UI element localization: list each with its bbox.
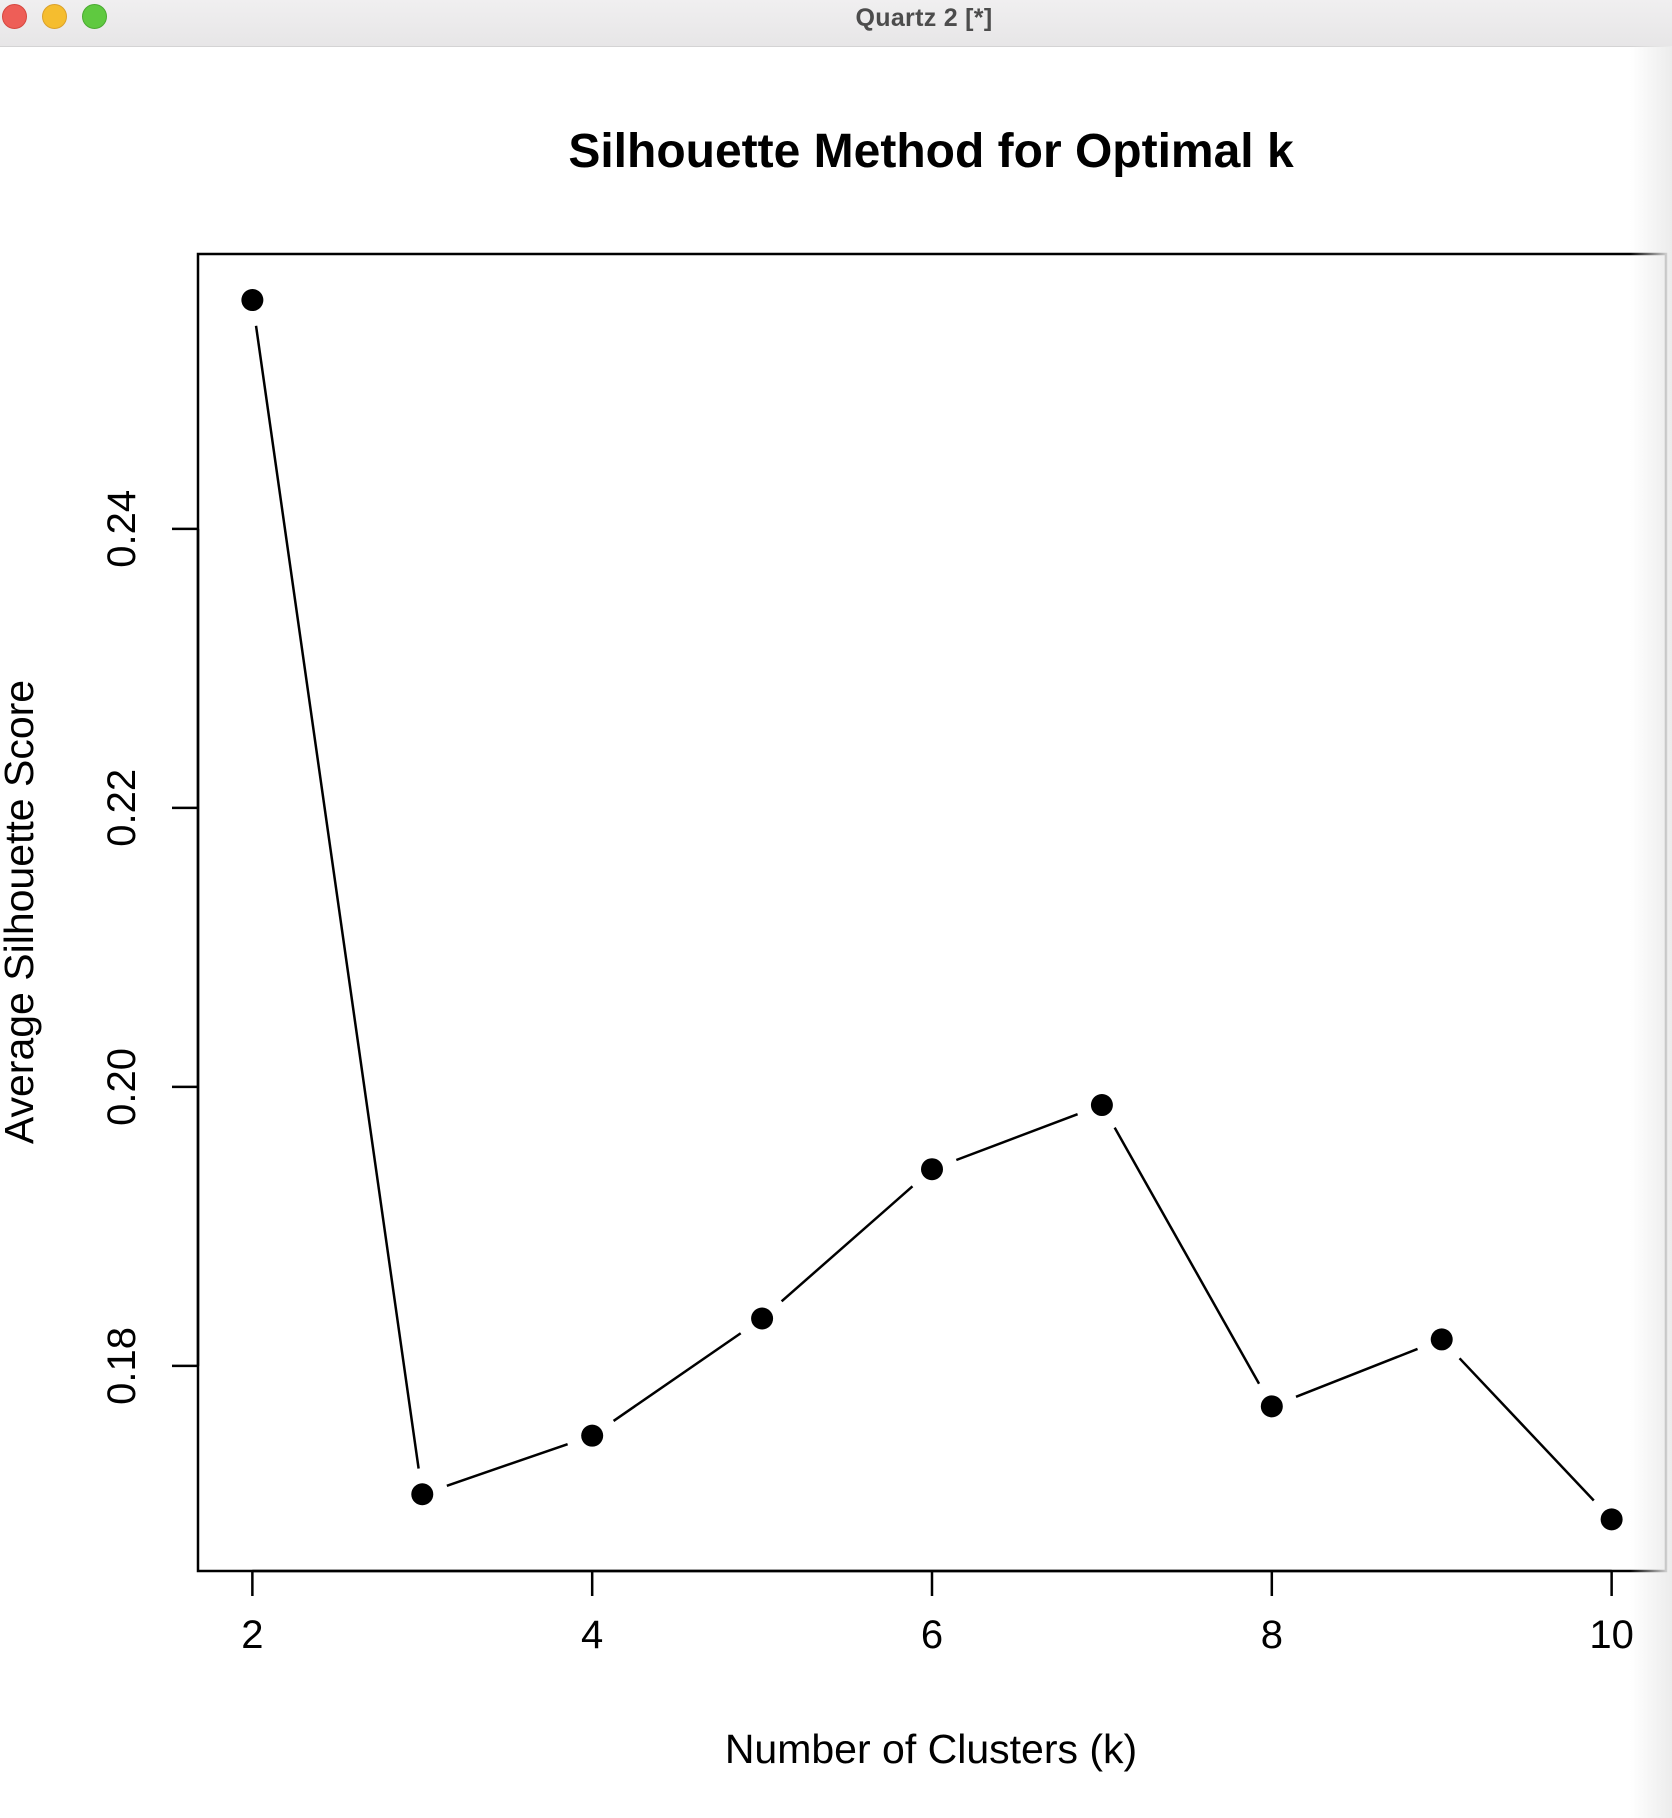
data-point	[1600, 1508, 1623, 1531]
data-point	[751, 1307, 774, 1330]
y-tick-label: 0.18	[100, 1327, 144, 1405]
window-titlebar[interactable]: Quartz 2 [*]	[0, 0, 1672, 47]
zoom-button[interactable]	[82, 4, 107, 29]
series-segment	[612, 1332, 742, 1422]
chart-title: Silhouette Method for Optimal k	[568, 125, 1294, 178]
data-point	[581, 1424, 604, 1447]
data-point	[1430, 1328, 1453, 1351]
x-tick-label: 6	[921, 1613, 943, 1657]
x-tick-label: 2	[241, 1613, 263, 1657]
x-tick-label: 8	[1261, 1613, 1283, 1657]
data-point	[921, 1158, 943, 1181]
x-tick-label: 10	[1589, 1613, 1634, 1657]
y-axis: 0.18 0.20 0.22 0.24	[100, 490, 200, 1405]
y-axis-label: Average Silhouette Score	[0, 680, 42, 1144]
data-point	[241, 289, 264, 312]
series-points	[241, 289, 1623, 1531]
series-segment	[780, 1185, 914, 1303]
minimize-button[interactable]	[42, 4, 67, 29]
data-point	[411, 1483, 434, 1506]
series-segment	[1458, 1357, 1595, 1502]
y-tick-label: 0.22	[100, 769, 144, 847]
x-axis-label: Number of Clusters (k)	[725, 1726, 1137, 1772]
plot-frame	[196, 252, 1668, 1573]
window-edge-shadow	[1630, 46, 1672, 1818]
data-point	[1260, 1395, 1283, 1418]
series-segment	[1113, 1127, 1261, 1385]
x-tick-label: 4	[581, 1613, 603, 1657]
series-line	[254, 325, 1595, 1502]
y-tick-label: 0.24	[100, 490, 144, 568]
y-tick-label: 0.20	[100, 1048, 144, 1126]
x-axis: 2 4 6 8 10	[241, 1569, 1634, 1657]
close-button[interactable]	[2, 4, 27, 29]
series-segment	[254, 325, 420, 1469]
window-title: Quartz 2 [*]	[855, 4, 993, 32]
data-point	[1090, 1094, 1113, 1117]
series-segment	[1295, 1347, 1418, 1399]
series-segment	[446, 1442, 569, 1487]
series-segment	[955, 1113, 1079, 1162]
